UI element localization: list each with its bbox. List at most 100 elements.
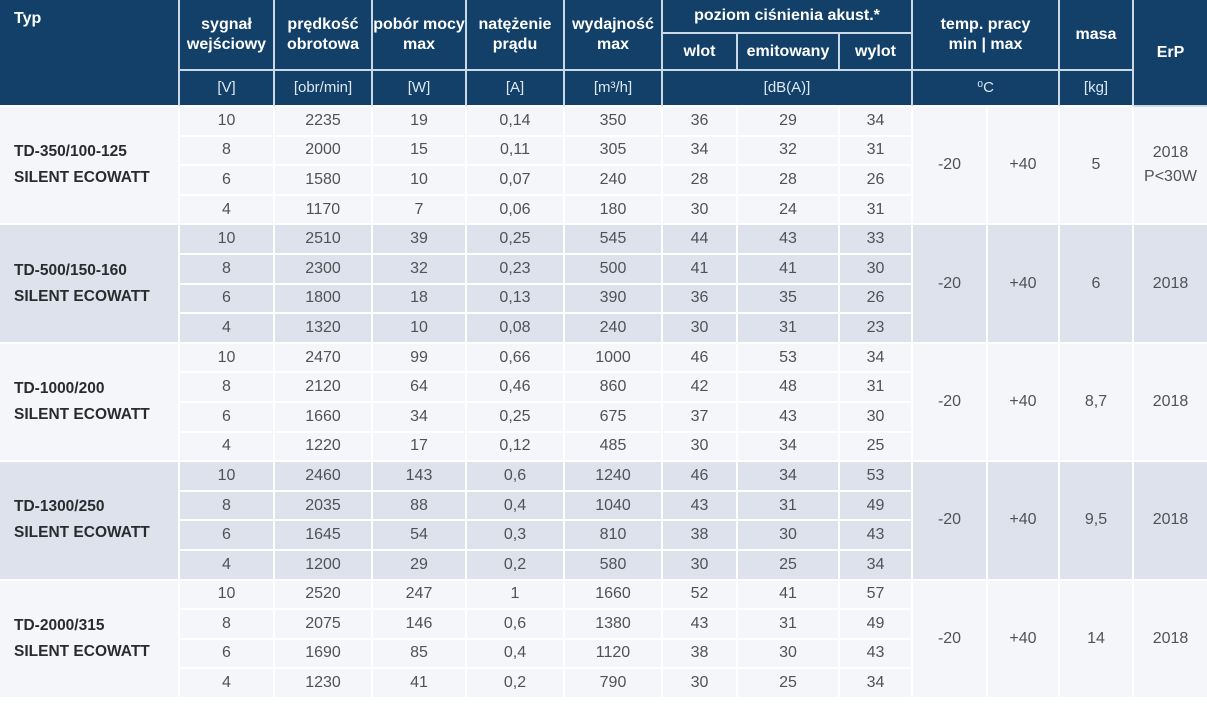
- cell-wylot: 30: [840, 402, 913, 433]
- cell-wylot: 31: [840, 373, 913, 403]
- cell-speed: 2120: [275, 373, 373, 403]
- table-row: TD-500/150-160 SILENT ECOWATT 10 2510 39 0,25…: [0, 225, 1207, 344]
- cell-wylot: 43: [840, 639, 913, 670]
- cell-temp-max: +40: [988, 107, 1060, 226]
- cell-speed: 1230: [275, 669, 373, 699]
- unit-temp: ⁰C: [913, 71, 1060, 107]
- cell-wylot: 26: [840, 284, 913, 315]
- cell-signal: 4: [180, 314, 275, 344]
- cell-speed: 1220: [275, 432, 373, 463]
- cell-wlot: 36: [663, 107, 738, 137]
- cell-erp: 2018: [1134, 343, 1207, 463]
- cell-airflow: 390: [565, 284, 663, 315]
- cell-airflow: 860: [565, 373, 663, 403]
- cell-emitowany: 31: [738, 314, 840, 344]
- cell-wlot: 41: [663, 254, 738, 285]
- cell-current: 0,25: [467, 225, 565, 255]
- header-row-main: Typ sygnał wejściowy prędkość obrotowa p…: [0, 0, 1207, 107]
- cell-airflow: 240: [565, 166, 663, 196]
- cell-airflow: 180: [565, 195, 663, 226]
- cell-speed: 2000: [275, 136, 373, 167]
- cell-emitowany: 53: [738, 343, 840, 374]
- cell-emitowany: 43: [738, 225, 840, 255]
- column-header-current: natężenie prądu: [467, 0, 565, 71]
- cell-wlot: 30: [663, 550, 738, 581]
- cell-typ: TD-350/100-125 SILENT ECOWATT: [0, 107, 180, 226]
- model-name: TD-1300/250: [14, 498, 105, 516]
- model-name: TD-1000/200: [14, 379, 105, 397]
- model-name: TD-500/150-160: [14, 261, 127, 279]
- cell-temp-min: -20: [913, 107, 988, 226]
- cell-speed: 1645: [275, 521, 373, 551]
- cell-masa: 6: [1060, 225, 1134, 344]
- series-name: SILENT ECOWATT: [14, 287, 150, 305]
- table-row: 8 2300 32 0,23 500 41 41 30: [0, 254, 1207, 285]
- cell-power: 99: [373, 343, 467, 374]
- table-row: 6 1645 54 0,3 810 38 30 43: [0, 521, 1207, 551]
- cell-current: 0,08: [467, 314, 565, 344]
- unit-signal: [V]: [180, 71, 275, 107]
- cell-signal: 6: [180, 166, 275, 196]
- cell-signal: 8: [180, 373, 275, 403]
- table-row: 6 1580 10 0,07 240 28 28 26: [0, 166, 1207, 196]
- table-body: TD-350/100-125 SILENT ECOWATT 10 2235 19 0,14…: [0, 107, 1207, 699]
- column-header-erp: ErP: [1134, 0, 1207, 107]
- column-header-temp: temp. pracy min | max: [913, 0, 1060, 71]
- cell-current: 0,2: [467, 669, 565, 699]
- cell-emitowany: 41: [738, 254, 840, 285]
- cell-wylot: 57: [840, 580, 913, 611]
- table-row: 4 1200 29 0,2 580 30 25 34: [0, 550, 1207, 581]
- cell-power: 54: [373, 521, 467, 551]
- cell-emitowany: 25: [738, 550, 840, 581]
- cell-temp-min: -20: [913, 580, 988, 699]
- cell-speed: 2520: [275, 580, 373, 611]
- header-row-units: [V] [obr/min] [W] [A] [m³/h] [dB(A)] ⁰C …: [0, 71, 1207, 107]
- cell-speed: 2300: [275, 254, 373, 285]
- column-header-power: pobór mocy max: [373, 0, 467, 71]
- cell-current: 0,11: [467, 136, 565, 167]
- cell-temp-max: +40: [988, 462, 1060, 581]
- cell-temp-min: -20: [913, 462, 988, 581]
- cell-wylot: 31: [840, 195, 913, 226]
- column-header-masa: masa: [1060, 0, 1134, 71]
- cell-typ: TD-1000/200 SILENT ECOWATT: [0, 343, 180, 463]
- unit-speed: [obr/min]: [275, 71, 373, 107]
- cell-airflow: 1000: [565, 343, 663, 374]
- cell-masa: 14: [1060, 580, 1134, 699]
- cell-power: 41: [373, 669, 467, 699]
- cell-wylot: 30: [840, 254, 913, 285]
- cell-airflow: 1120: [565, 639, 663, 670]
- cell-emitowany: 34: [738, 462, 840, 492]
- cell-current: 0,66: [467, 343, 565, 374]
- column-header-wlot: wlot: [663, 34, 738, 71]
- cell-airflow: 675: [565, 402, 663, 433]
- cell-signal: 10: [180, 580, 275, 611]
- cell-signal: 6: [180, 639, 275, 670]
- series-name: SILENT ECOWATT: [14, 524, 150, 542]
- column-header-typ: Typ: [0, 0, 180, 107]
- cell-signal: 8: [180, 491, 275, 522]
- cell-speed: 1800: [275, 284, 373, 315]
- cell-erp: 2018 P<30W: [1134, 107, 1207, 226]
- cell-current: 0,12: [467, 432, 565, 463]
- table-row: 8 2035 88 0,4 1040 43 31 49: [0, 491, 1207, 522]
- table-header: Typ sygnał wejściowy prędkość obrotowa p…: [0, 0, 1207, 107]
- cell-power: 146: [373, 610, 467, 640]
- cell-speed: 1200: [275, 550, 373, 581]
- cell-wylot: 25: [840, 432, 913, 463]
- cell-emitowany: 28: [738, 166, 840, 196]
- cell-wylot: 31: [840, 136, 913, 167]
- cell-power: 88: [373, 491, 467, 522]
- temp-header-line2: min | max: [948, 35, 1023, 53]
- cell-airflow: 810: [565, 521, 663, 551]
- model-name: TD-2000/315: [14, 616, 105, 634]
- cell-wylot: 23: [840, 314, 913, 344]
- cell-speed: 1170: [275, 195, 373, 226]
- column-header-speed: prędkość obrotowa: [275, 0, 373, 71]
- cell-wlot: 42: [663, 373, 738, 403]
- table-row: TD-1000/200 SILENT ECOWATT 10 2470 99 0,66 100…: [0, 343, 1207, 463]
- cell-power: 85: [373, 639, 467, 670]
- cell-current: 0,6: [467, 610, 565, 640]
- erp-line: 2018: [1152, 274, 1189, 292]
